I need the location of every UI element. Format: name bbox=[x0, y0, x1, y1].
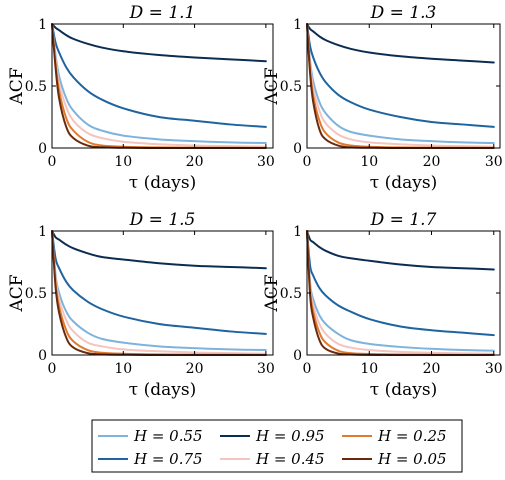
y-tick-label: 1 bbox=[293, 17, 302, 33]
series-line-0.95 bbox=[306, 230, 495, 271]
panel-title: D = 1.3 bbox=[370, 3, 437, 23]
panel-2: 0 10 20 30 0 0.5 1 D = 1.3 τ (days) ACF bbox=[262, 3, 503, 193]
legend-label: H = 0.75 bbox=[133, 450, 203, 468]
x-tick-label: 30 bbox=[257, 361, 275, 377]
series-line-0.75 bbox=[306, 230, 495, 337]
x-tick-label: 0 bbox=[303, 154, 312, 170]
x-tick-label: 30 bbox=[485, 154, 503, 170]
series-line-0.55 bbox=[51, 23, 267, 145]
legend-box bbox=[91, 419, 463, 473]
series-line-0.25 bbox=[51, 230, 267, 356]
y-tick-label: 0 bbox=[38, 141, 47, 157]
series-line-0.95 bbox=[51, 230, 267, 270]
y-tick-label: 0.5 bbox=[280, 286, 302, 302]
y-tick-label: 1 bbox=[38, 17, 47, 33]
y-axis-label: ACF bbox=[7, 274, 27, 312]
legend-label: H = 0.45 bbox=[255, 450, 325, 468]
axes-box bbox=[306, 230, 501, 356]
y-tick-label: 0 bbox=[293, 348, 302, 364]
series-line-0.75 bbox=[306, 23, 495, 128]
x-tick-label: 30 bbox=[485, 361, 503, 377]
series-line-0.55 bbox=[306, 23, 495, 145]
series-line-0.05 bbox=[51, 230, 267, 357]
series-line-0.75 bbox=[51, 230, 267, 335]
x-tick-label: 20 bbox=[423, 154, 441, 170]
y-tick-label: 0.5 bbox=[25, 79, 47, 95]
x-tick-label: 10 bbox=[114, 154, 132, 170]
legend-label: H = 0.95 bbox=[255, 427, 325, 445]
series-line-0.95 bbox=[306, 23, 495, 64]
series-line-0.45 bbox=[51, 23, 267, 148]
y-axis-label: ACF bbox=[262, 67, 282, 105]
x-tick-label: 0 bbox=[48, 154, 57, 170]
x-tick-label: 20 bbox=[186, 361, 204, 377]
series-line-0.55 bbox=[306, 230, 495, 352]
panel-1: 0 10 20 30 0 0.5 1 D = 1.1 τ (days) ACF bbox=[7, 3, 275, 193]
series-line-0.55 bbox=[51, 230, 267, 352]
series-line-0.05 bbox=[306, 23, 495, 150]
series-line-0.45 bbox=[306, 23, 495, 148]
panel-title: D = 1.1 bbox=[129, 3, 196, 23]
x-tick-label: 10 bbox=[360, 154, 378, 170]
y-tick-label: 0 bbox=[293, 141, 302, 157]
x-tick-label: 10 bbox=[360, 361, 378, 377]
x-tick-label: 20 bbox=[186, 154, 204, 170]
y-tick-label: 1 bbox=[293, 224, 302, 240]
legend: H = 0.55 H = 0.95 H = 0.25 H = 0.75 H = 0.45… bbox=[91, 419, 463, 473]
x-tick-label: 30 bbox=[257, 154, 275, 170]
series-line-0.45 bbox=[306, 230, 495, 355]
x-tick-label: 0 bbox=[303, 361, 312, 377]
series-line-0.05 bbox=[306, 230, 495, 357]
y-axis-label: ACF bbox=[7, 67, 27, 105]
y-axis-label: ACF bbox=[262, 274, 282, 312]
panel-3: 0 10 20 30 0 0.5 1 D = 1.5 τ (days) ACF bbox=[7, 210, 275, 400]
series-line-0.25 bbox=[306, 23, 495, 149]
x-axis-label: τ (days) bbox=[370, 173, 437, 193]
panel-4: 0 10 20 30 0 0.5 1 D = 1.7 τ (days) ACF bbox=[262, 210, 503, 400]
x-axis-label: τ (days) bbox=[370, 380, 437, 400]
legend-label: H = 0.05 bbox=[377, 450, 447, 468]
axes-box bbox=[51, 230, 274, 356]
y-tick-label: 1 bbox=[38, 224, 47, 240]
x-tick-label: 10 bbox=[114, 361, 132, 377]
y-tick-label: 0.5 bbox=[280, 79, 302, 95]
series-line-0.25 bbox=[306, 230, 495, 356]
axes-box bbox=[306, 23, 501, 149]
series-line-0.75 bbox=[51, 23, 267, 128]
legend-label: H = 0.25 bbox=[377, 427, 447, 445]
x-tick-label: 0 bbox=[48, 361, 57, 377]
panel-title: D = 1.7 bbox=[370, 210, 437, 230]
x-tick-label: 20 bbox=[423, 361, 441, 377]
series-line-0.45 bbox=[51, 230, 267, 355]
y-tick-label: 0 bbox=[38, 348, 47, 364]
panel-title: D = 1.5 bbox=[129, 210, 196, 230]
x-axis-label: τ (days) bbox=[129, 173, 196, 193]
series-line-0.95 bbox=[51, 23, 267, 63]
y-tick-label: 0.5 bbox=[25, 286, 47, 302]
legend-label: H = 0.55 bbox=[133, 427, 203, 445]
x-axis-label: τ (days) bbox=[129, 380, 196, 400]
